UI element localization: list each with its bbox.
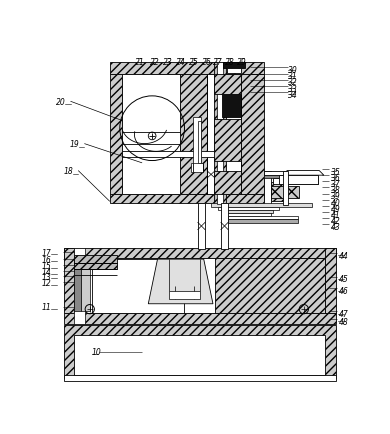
Bar bbox=[198, 204, 205, 250]
Text: 20: 20 bbox=[56, 98, 66, 106]
Polygon shape bbox=[148, 260, 213, 304]
Text: 48: 48 bbox=[339, 317, 348, 326]
Bar bbox=[74, 248, 85, 324]
Bar bbox=[223, 63, 245, 69]
Bar bbox=[217, 63, 223, 205]
Bar bbox=[64, 248, 336, 259]
Bar bbox=[264, 171, 271, 206]
Bar bbox=[287, 187, 299, 199]
Text: 36: 36 bbox=[331, 174, 340, 182]
Text: 41: 41 bbox=[331, 210, 340, 219]
Bar bbox=[225, 214, 271, 217]
Text: 17: 17 bbox=[41, 248, 51, 257]
Text: 29: 29 bbox=[238, 58, 247, 67]
Text: 11: 11 bbox=[41, 302, 51, 312]
Text: 27: 27 bbox=[213, 58, 222, 67]
Text: 38: 38 bbox=[331, 186, 340, 195]
Bar bbox=[214, 63, 226, 205]
Text: 14: 14 bbox=[41, 267, 51, 276]
Text: 35: 35 bbox=[331, 168, 340, 176]
Text: 43: 43 bbox=[331, 223, 340, 232]
Bar bbox=[218, 207, 279, 210]
Text: 12: 12 bbox=[41, 278, 51, 287]
Bar bbox=[122, 152, 214, 158]
Text: 23: 23 bbox=[163, 58, 173, 67]
Bar bbox=[229, 217, 298, 220]
Bar bbox=[283, 171, 288, 206]
Bar bbox=[169, 292, 200, 299]
Bar bbox=[74, 263, 117, 270]
Text: 19: 19 bbox=[70, 140, 80, 149]
Bar bbox=[180, 75, 207, 194]
Bar bbox=[222, 94, 241, 117]
Polygon shape bbox=[287, 171, 324, 176]
Bar bbox=[271, 183, 283, 202]
Text: 39: 39 bbox=[331, 192, 340, 201]
Text: 33: 33 bbox=[289, 84, 298, 93]
Text: 16: 16 bbox=[41, 255, 51, 264]
Bar bbox=[227, 69, 241, 74]
Bar bbox=[207, 75, 241, 194]
Text: 25: 25 bbox=[189, 58, 199, 67]
Text: 45: 45 bbox=[339, 275, 348, 284]
Text: 24: 24 bbox=[176, 58, 186, 67]
Bar bbox=[214, 120, 241, 162]
Bar bbox=[122, 75, 180, 194]
Bar bbox=[241, 75, 264, 194]
Text: 22: 22 bbox=[150, 58, 160, 67]
Bar bbox=[74, 259, 325, 313]
Bar bbox=[221, 204, 229, 250]
Bar bbox=[214, 75, 241, 94]
Bar bbox=[110, 63, 264, 75]
Bar bbox=[271, 187, 284, 199]
Text: 46: 46 bbox=[339, 286, 348, 296]
Bar bbox=[80, 270, 90, 312]
Text: 44: 44 bbox=[339, 251, 348, 260]
Text: 13: 13 bbox=[41, 272, 51, 281]
Bar bbox=[110, 75, 122, 194]
Text: 10: 10 bbox=[92, 347, 102, 356]
Bar bbox=[74, 335, 325, 375]
Bar bbox=[264, 176, 318, 179]
Bar bbox=[191, 164, 203, 173]
Text: 42: 42 bbox=[331, 217, 340, 225]
Text: 32: 32 bbox=[289, 78, 298, 87]
Text: 18: 18 bbox=[64, 167, 73, 176]
Bar bbox=[64, 375, 336, 381]
Bar bbox=[110, 194, 264, 204]
Bar bbox=[264, 171, 318, 176]
Text: 31: 31 bbox=[289, 72, 298, 81]
Bar bbox=[193, 117, 200, 168]
Text: 28: 28 bbox=[225, 58, 235, 67]
Polygon shape bbox=[279, 176, 318, 185]
Bar bbox=[223, 210, 273, 214]
Bar bbox=[229, 220, 298, 224]
Bar bbox=[74, 270, 80, 312]
Bar bbox=[64, 248, 74, 313]
Bar bbox=[211, 204, 312, 207]
Text: 21: 21 bbox=[135, 58, 145, 67]
Bar bbox=[92, 260, 184, 313]
Text: 15: 15 bbox=[41, 261, 51, 270]
Text: 34: 34 bbox=[289, 91, 298, 99]
Text: 26: 26 bbox=[202, 58, 212, 67]
Text: 49: 49 bbox=[331, 204, 340, 213]
Bar bbox=[215, 259, 325, 313]
Bar bbox=[64, 325, 336, 378]
Text: 37: 37 bbox=[331, 180, 340, 189]
Bar bbox=[199, 121, 201, 164]
Text: 30: 30 bbox=[289, 66, 298, 75]
Bar bbox=[74, 256, 117, 263]
Bar bbox=[273, 179, 318, 185]
Text: 47: 47 bbox=[339, 309, 348, 319]
Bar bbox=[64, 313, 336, 324]
Bar bbox=[325, 248, 336, 313]
Bar bbox=[214, 171, 241, 194]
Text: 40: 40 bbox=[331, 198, 340, 207]
